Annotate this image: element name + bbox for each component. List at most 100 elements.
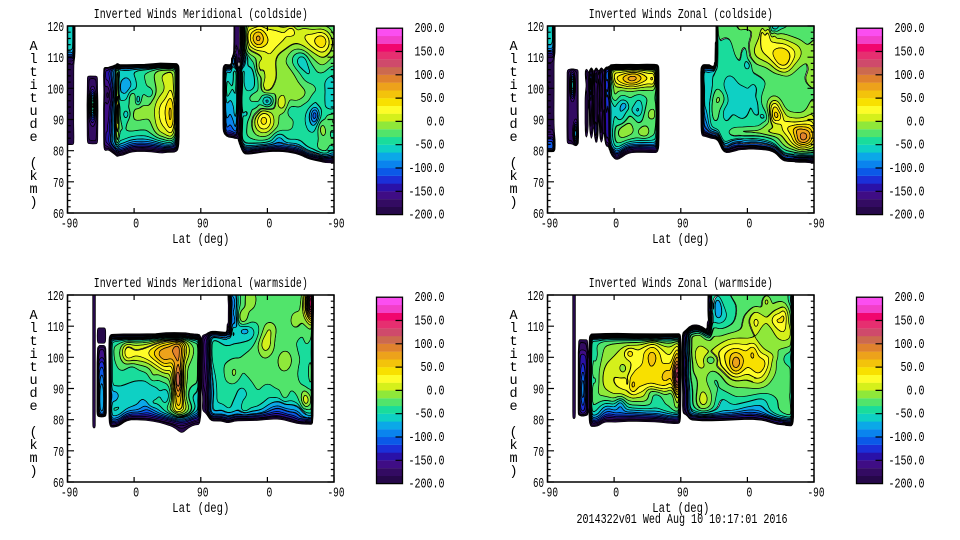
svg-text:i: i [509, 348, 517, 363]
svg-text:-90: -90 [61, 486, 78, 502]
svg-text:e: e [29, 131, 37, 146]
svg-text:120: 120 [48, 289, 65, 305]
svg-text:50.0: 50.0 [901, 361, 925, 376]
svg-text:): ) [29, 465, 37, 480]
svg-text:90: 90 [677, 217, 689, 233]
svg-text:-100.0: -100.0 [409, 162, 445, 177]
svg-text:0: 0 [133, 486, 139, 502]
svg-text:-50.0: -50.0 [895, 139, 925, 154]
svg-text:-90: -90 [541, 486, 558, 502]
svg-text:l: l [509, 53, 517, 68]
svg-text:200.0: 200.0 [415, 291, 445, 306]
svg-text:i: i [29, 348, 37, 363]
svg-text:70: 70 [53, 176, 64, 192]
svg-text:t: t [29, 335, 37, 350]
svg-text:A: A [29, 309, 38, 324]
svg-text:e: e [509, 400, 517, 415]
svg-text:(: ( [509, 157, 517, 172]
svg-text:50.0: 50.0 [421, 92, 445, 107]
svg-text:d: d [509, 118, 517, 133]
svg-text:70: 70 [533, 176, 544, 192]
svg-text:0: 0 [613, 486, 619, 502]
svg-text:u: u [29, 374, 37, 389]
svg-text:-50.0: -50.0 [415, 139, 445, 154]
svg-text:50.0: 50.0 [421, 361, 445, 376]
svg-text:Inverted Winds Zonal (coldside: Inverted Winds Zonal (coldside) [589, 8, 773, 23]
svg-text:90: 90 [197, 486, 209, 502]
svg-text:110: 110 [528, 51, 545, 67]
svg-text:200.0: 200.0 [895, 22, 925, 37]
svg-text:90: 90 [53, 383, 64, 399]
svg-text:d: d [29, 118, 37, 133]
svg-text:t: t [29, 361, 37, 376]
svg-text:-100.0: -100.0 [889, 431, 925, 446]
svg-text:150.0: 150.0 [415, 315, 445, 330]
svg-text:u: u [509, 374, 517, 389]
svg-text:A: A [509, 309, 518, 324]
svg-text:100: 100 [528, 82, 545, 98]
svg-text:-90: -90 [808, 217, 825, 233]
svg-text:m: m [509, 452, 517, 467]
svg-text:-150.0: -150.0 [889, 454, 925, 469]
svg-text:d: d [509, 387, 517, 402]
svg-text:d: d [29, 387, 37, 402]
svg-text:-50.0: -50.0 [415, 408, 445, 423]
svg-text:90: 90 [677, 486, 689, 502]
svg-text:100.0: 100.0 [895, 338, 925, 353]
svg-text:100: 100 [48, 351, 65, 367]
svg-text:90: 90 [53, 114, 64, 130]
svg-text:-150.0: -150.0 [409, 454, 445, 469]
svg-text:Lat (deg): Lat (deg) [172, 233, 229, 248]
svg-text:60: 60 [533, 207, 544, 223]
svg-text:0.0: 0.0 [427, 115, 445, 130]
svg-text:): ) [509, 196, 517, 211]
svg-text:t: t [29, 66, 37, 81]
svg-text:-200.0: -200.0 [889, 209, 925, 224]
svg-text:m: m [509, 183, 517, 198]
svg-text:60: 60 [53, 476, 64, 492]
svg-text:50.0: 50.0 [901, 92, 925, 107]
svg-text:0: 0 [266, 217, 272, 233]
svg-text:-90: -90 [328, 486, 345, 502]
svg-text:-200.0: -200.0 [409, 209, 445, 224]
svg-text:Inverted Winds Meridional (war: Inverted Winds Meridional (warmside) [94, 277, 308, 292]
svg-text:90: 90 [197, 217, 209, 233]
svg-text:k: k [509, 170, 517, 185]
svg-text:t: t [509, 335, 517, 350]
svg-text:(: ( [509, 426, 517, 441]
svg-text:60: 60 [533, 476, 544, 492]
svg-text:Inverted Winds Meridional (col: Inverted Winds Meridional (coldside) [94, 8, 308, 23]
svg-text:0: 0 [746, 217, 752, 233]
svg-text:): ) [29, 196, 37, 211]
svg-text:-200.0: -200.0 [409, 478, 445, 493]
svg-text:-90: -90 [328, 217, 345, 233]
svg-text:-150.0: -150.0 [889, 185, 925, 200]
svg-text:120: 120 [528, 20, 545, 36]
svg-text:0: 0 [133, 217, 139, 233]
svg-text:110: 110 [528, 320, 545, 336]
svg-text:0.0: 0.0 [907, 384, 925, 399]
svg-text:120: 120 [48, 20, 65, 36]
svg-text:i: i [29, 79, 37, 94]
svg-text:0.0: 0.0 [427, 384, 445, 399]
svg-text:t: t [29, 92, 37, 107]
svg-text:-150.0: -150.0 [409, 185, 445, 200]
svg-text:Inverted Winds Zonal (warmside: Inverted Winds Zonal (warmside) [589, 277, 773, 292]
svg-text:-90: -90 [61, 217, 78, 233]
svg-text:l: l [29, 53, 37, 68]
svg-text:-90: -90 [808, 486, 825, 502]
svg-text:110: 110 [48, 320, 65, 336]
svg-text:100.0: 100.0 [895, 69, 925, 84]
svg-text:60: 60 [53, 207, 64, 223]
svg-text:200.0: 200.0 [895, 291, 925, 306]
svg-text:Lat (deg): Lat (deg) [652, 233, 709, 248]
svg-text:A: A [509, 40, 518, 55]
svg-text:(: ( [29, 157, 37, 172]
svg-text:u: u [509, 105, 517, 120]
svg-text:-200.0: -200.0 [889, 478, 925, 493]
svg-text:100.0: 100.0 [415, 69, 445, 84]
svg-text:150.0: 150.0 [895, 315, 925, 330]
svg-text:2014322v01 Wed Aug 10 10:17:01: 2014322v01 Wed Aug 10 10:17:01 2016 [577, 513, 788, 528]
svg-text:A: A [29, 40, 38, 55]
svg-text:t: t [509, 66, 517, 81]
